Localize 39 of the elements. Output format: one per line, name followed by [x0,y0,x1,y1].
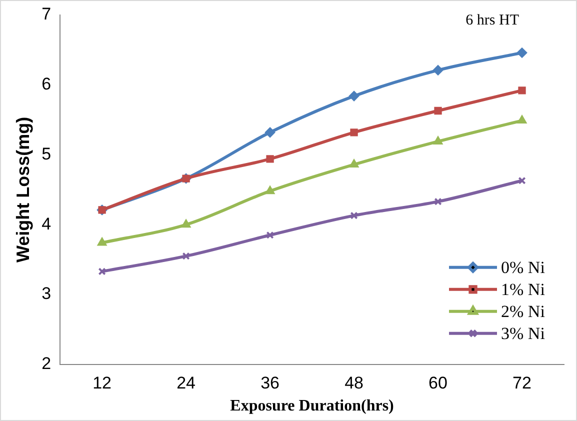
annotation: 6 hrs HT [466,12,519,28]
x-axis-title: Exposure Duration(hrs) [230,398,394,415]
point [518,176,526,184]
point [434,198,442,206]
point [98,268,106,276]
point [182,252,190,260]
point [266,186,274,194]
y-tick-label: 4 [42,214,52,234]
point [98,238,107,246]
legend-label: 3% Ni [501,324,546,343]
legend-label: 2% Ni [501,302,546,321]
point [265,127,276,138]
x-tick-label: 12 [92,373,112,392]
point [350,128,358,136]
point [518,116,526,124]
x-tick-label: 72 [512,373,532,392]
point [182,220,191,228]
legend-label: 0% Ni [501,258,546,277]
point [266,231,274,239]
point [518,86,526,94]
point [517,48,528,58]
point [350,160,358,168]
point [266,155,274,163]
point [433,65,444,76]
point [434,136,442,144]
x-tick-label: 36 [260,373,280,392]
y-tick-label: 3 [42,284,52,304]
y-axis-title: Weight Loss(mg) [12,116,33,263]
point [349,91,360,102]
y-tick-label: 7 [42,4,52,24]
point [350,212,358,220]
x-tick-label: 24 [176,373,196,392]
y-tick-label: 6 [42,74,52,94]
y-tick-label: 5 [42,144,52,164]
y-tick-label: 2 [42,354,52,374]
point [434,106,442,115]
legend-label: 1% Ni [501,280,546,299]
x-tick-label: 48 [344,373,364,392]
x-tick-label: 60 [428,373,448,392]
